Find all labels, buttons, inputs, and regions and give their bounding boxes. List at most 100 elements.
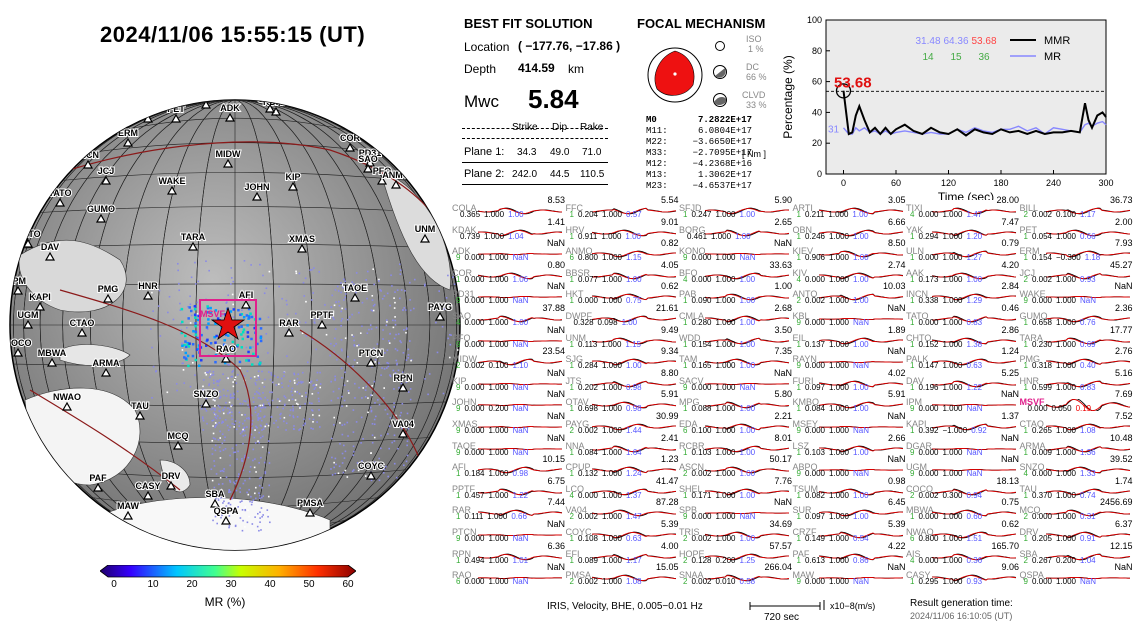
waveform-stats: 0.739 1.000 1.04 xyxy=(456,232,528,241)
stat-d: 0.57 xyxy=(626,210,642,219)
station-name: VA04 xyxy=(565,505,587,516)
waveform-cell: ADK NaN 9 0.000 1.000 NaN xyxy=(452,238,565,264)
station-sao: SAO xyxy=(357,153,379,173)
stat-b: 0.100 xyxy=(691,426,712,435)
waveform-stats: 0.000 0.050 0.19 xyxy=(1024,404,1096,413)
stat-c: 1.000 xyxy=(828,469,850,479)
waveform-cell: KIP NaN 9 0.000 1.000 NaN xyxy=(452,368,565,394)
waveform-amplitude: 2.84 xyxy=(1001,281,1019,292)
stat-a: 1 xyxy=(910,318,915,327)
stat-a: 4 xyxy=(910,555,915,565)
waveform-cell: CTAO 7.52 1 0.265 1.000 1.08 xyxy=(1020,411,1133,437)
stat-b: 0.613 xyxy=(804,555,825,565)
waveform-trace xyxy=(932,488,1017,496)
colorbar-tick: 50 xyxy=(303,579,315,590)
stat-a: 2 xyxy=(1023,555,1028,565)
stat-a: 1 xyxy=(796,404,801,414)
waveform-stats: 4 0.000 1.000 1.00 xyxy=(797,275,873,284)
waveform-trace xyxy=(932,553,1017,560)
station-name: RCBR xyxy=(679,440,705,451)
waveform-trace xyxy=(591,337,676,344)
stat-b: 0.002 xyxy=(577,512,598,522)
station-triangle-icon xyxy=(22,319,34,329)
station-name: MSVF xyxy=(1019,397,1045,408)
waveform-amplitude: 4.00 xyxy=(660,540,679,551)
stat-d: 1.38 xyxy=(966,339,983,349)
waveform-trace xyxy=(818,445,903,452)
stat-c: 1.000 xyxy=(715,210,736,219)
stat-b: 0.000 xyxy=(804,318,825,327)
stat-a: 6 xyxy=(569,253,574,263)
stat-a: 1 xyxy=(796,490,801,500)
station-triangle-icon xyxy=(220,515,232,525)
stat-a: 1 xyxy=(796,447,801,457)
station-name: CHTO xyxy=(906,332,932,343)
waveform-trace xyxy=(478,553,563,560)
stat-c: 1.000 xyxy=(1055,296,1077,306)
stat-d: NaN xyxy=(512,534,529,543)
waveform-stats: 1 0.196 1.000 1.22 xyxy=(910,383,986,392)
station-name: ANMO xyxy=(565,246,593,257)
waveform-trace xyxy=(932,404,1017,407)
waveform-stats: 6 0.800 1.000 1.51 xyxy=(910,534,986,543)
stat-d: NaN xyxy=(1080,296,1097,306)
station-triangle-icon xyxy=(122,137,134,147)
station-name: EDA xyxy=(679,419,698,429)
stat-c: 1.000 xyxy=(488,296,509,306)
stat-c: 1.000 xyxy=(828,231,850,241)
station-name: KIEV xyxy=(792,246,814,257)
waveform-cell: WAKE NaN 9 0.000 1.000 NaN xyxy=(1019,281,1133,307)
station-gumo: GUMO xyxy=(86,203,116,223)
location-value: ( −177.76, −17.86 ) xyxy=(518,39,621,53)
land-australia xyxy=(24,387,141,486)
stat-b: 0.002 xyxy=(464,361,485,371)
waveform-stats: 9 0.000 1.000 NaN xyxy=(456,383,533,392)
waveform-trace xyxy=(478,447,563,450)
stat-d: 0.91 xyxy=(1080,534,1096,543)
stat-a: 2 xyxy=(456,361,461,371)
waveform-amplitude: 0.75 xyxy=(1001,497,1019,508)
waveform-trace xyxy=(1045,272,1130,280)
stat-d: 1.00 xyxy=(739,534,756,543)
stat-d: 0.31 xyxy=(1080,512,1096,522)
stat-c: 0.300 xyxy=(942,490,963,500)
station-name: UGM xyxy=(906,462,927,473)
stat-b: 0.000 xyxy=(464,296,485,306)
waveform-cell: AAK 4.20 1 0.173 1.000 1.00 xyxy=(906,260,1019,286)
stat-c: 1.000 xyxy=(601,382,623,392)
waveform-stats: 2 0.002 0.300 0.94 xyxy=(910,491,986,500)
waveform-stats: 2 0.002 1.000 1.47 xyxy=(570,512,646,521)
waveform-trace xyxy=(932,531,1017,539)
stat-a: 9 xyxy=(796,361,801,371)
waveform-amplitude: 2.21 xyxy=(774,411,792,421)
station-triangle-icon xyxy=(44,251,56,261)
stat-d: 1.00 xyxy=(853,382,869,392)
station-name: PTCN xyxy=(452,527,477,537)
station-name: KMBO xyxy=(792,397,820,408)
stat-b: 0.000 xyxy=(804,469,825,479)
stat-b: 0.000 xyxy=(918,555,939,565)
result-time-label: Result generation time: xyxy=(910,598,1013,609)
stat-b: 0.284 xyxy=(577,361,598,371)
waveform-cell: INCN 2.84 1 0.338 1.000 1.29 xyxy=(906,281,1019,307)
stat-b: 0.132 xyxy=(577,469,598,479)
waveform-amplitude: 2456.69 xyxy=(1099,497,1133,508)
waveform-stats: 1 0.171 1.000 1.00 xyxy=(683,491,759,500)
moment-tensor-list: M0 7.2822E+17 M11: 6.0804E+17 M22: −3.6650E+1… xyxy=(646,115,752,192)
stat-c: 1.000 xyxy=(1055,339,1077,349)
stat-a: 1 xyxy=(569,231,574,241)
waveform-cell: SACV NaN 9 0.000 1.000 NaN xyxy=(679,368,792,394)
waveform-amplitude: 8.01 xyxy=(774,432,792,443)
waveform-stats: 9 0.000 1.000 NaN xyxy=(683,383,760,392)
stat-c: 1.000 xyxy=(601,490,623,500)
station-taoe: TAOE xyxy=(342,282,368,302)
waveform-stats: 1 0.054 1.000 0.66 xyxy=(1024,232,1100,241)
station-name: WAKE xyxy=(1019,289,1046,300)
waveform-trace xyxy=(478,466,563,474)
station-label: TAOE xyxy=(343,283,367,293)
stat-a: 6 xyxy=(910,534,915,543)
stat-b: 0.103 xyxy=(804,447,825,457)
waveform-cell: HNR 5.16 1 0.599 1.000 0.83 xyxy=(1020,368,1133,394)
waveform-trace xyxy=(705,294,790,301)
stat-d: 1.25 xyxy=(739,555,756,565)
